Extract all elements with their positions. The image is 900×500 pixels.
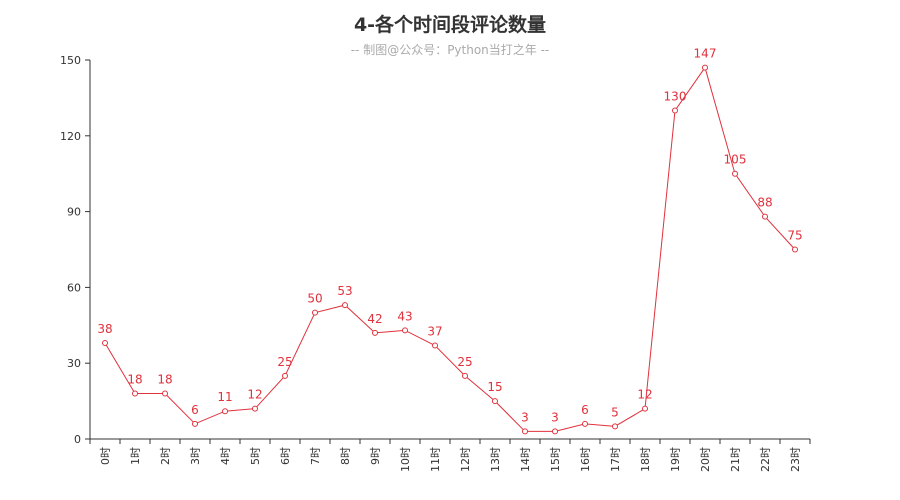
data-label: 15 <box>487 380 502 394</box>
data-label: 130 <box>664 90 687 104</box>
data-label: 25 <box>457 355 472 369</box>
y-tick-label: 30 <box>67 357 81 370</box>
data-point <box>792 246 798 253</box>
x-tick-label: 10时 <box>399 447 412 472</box>
data-point <box>372 329 378 336</box>
x-tick-label: 14时 <box>519 447 532 472</box>
x-tick-label: 7时 <box>309 447 322 465</box>
series-line <box>104 66 796 432</box>
x-tick-label: 17时 <box>609 447 622 472</box>
x-tick-label: 2时 <box>159 447 172 465</box>
y-tick-label: 90 <box>67 206 81 219</box>
x-tick-label: 3时 <box>189 447 202 465</box>
data-point <box>672 107 678 114</box>
data-label: 12 <box>637 388 652 402</box>
data-point <box>252 405 258 412</box>
data-label: 25 <box>277 355 292 369</box>
data-point <box>732 170 738 177</box>
x-tick-label: 13时 <box>489 447 502 472</box>
data-label: 53 <box>337 284 352 298</box>
data-point <box>612 423 618 430</box>
x-tick-label: 6时 <box>279 447 292 465</box>
x-tick-label: 1时 <box>129 447 142 465</box>
chart-subtitle: -- 制图@公众号：Python当打之年 -- <box>350 43 550 57</box>
data-label: 75 <box>787 229 802 243</box>
data-point <box>762 213 768 220</box>
data-label: 105 <box>724 153 747 167</box>
x-tick-label: 12时 <box>459 447 472 472</box>
x-tick-label: 0时 <box>99 447 112 465</box>
data-point <box>432 342 438 349</box>
data-point <box>102 339 108 346</box>
x-tick-label: 9时 <box>369 447 382 465</box>
x-tick-label: 18时 <box>639 447 652 472</box>
data-point <box>552 428 558 435</box>
chart-title: 4-各个时间段评论数量 <box>353 14 547 36</box>
data-point <box>582 420 588 427</box>
data-label: 18 <box>127 373 142 387</box>
x-tick-label: 8时 <box>339 447 352 465</box>
data-point <box>132 390 138 397</box>
data-label: 37 <box>427 325 442 339</box>
x-tick-label: 16时 <box>579 447 592 472</box>
data-point <box>222 408 228 415</box>
data-point <box>462 372 468 379</box>
data-point <box>702 64 708 71</box>
y-tick-label: 150 <box>60 54 81 67</box>
data-point <box>192 420 198 427</box>
y-tick-label: 0 <box>74 433 81 446</box>
y-tick-label: 120 <box>60 130 81 143</box>
x-tick-label: 11时 <box>429 447 442 472</box>
data-label: 3 <box>551 410 559 424</box>
x-tick-label: 5时 <box>249 447 262 465</box>
data-label: 5 <box>611 405 619 419</box>
data-label: 6 <box>191 403 199 417</box>
data-point <box>162 390 168 397</box>
data-label: 12 <box>247 388 262 402</box>
data-point <box>642 405 648 412</box>
data-point <box>312 309 318 316</box>
x-tick-label: 21时 <box>729 447 742 472</box>
data-label: 6 <box>581 403 589 417</box>
x-tick-label: 19时 <box>669 447 682 472</box>
data-label: 50 <box>307 292 322 306</box>
x-tick-label: 22时 <box>759 447 772 472</box>
x-tick-label: 20时 <box>699 447 712 472</box>
data-label: 42 <box>367 312 382 326</box>
data-label: 18 <box>157 373 172 387</box>
data-label: 3 <box>521 410 529 424</box>
x-tick-label: 15时 <box>549 447 562 472</box>
data-label: 43 <box>397 309 412 323</box>
data-point <box>342 302 348 309</box>
data-label: 38 <box>97 322 112 336</box>
data-point <box>282 372 288 379</box>
data-label: 147 <box>694 47 717 61</box>
data-label: 11 <box>217 390 232 404</box>
x-tick-label: 23时 <box>789 447 802 472</box>
data-point <box>522 428 528 435</box>
data-point <box>402 327 408 334</box>
y-tick-label: 60 <box>67 281 81 294</box>
data-label: 88 <box>757 196 772 210</box>
data-point <box>492 398 498 405</box>
x-tick-label: 4时 <box>219 447 232 465</box>
